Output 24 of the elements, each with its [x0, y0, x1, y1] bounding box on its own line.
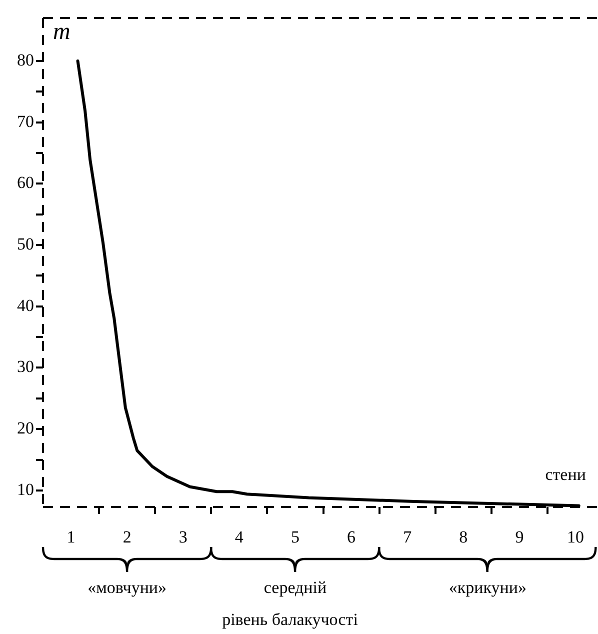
x-tick-label: 10 [567, 528, 584, 547]
y-tick-label: 10 [17, 480, 34, 499]
annotation: стени [545, 465, 586, 485]
y-tick-label: 20 [17, 418, 34, 438]
y-tick-label: 80 [17, 50, 34, 70]
x-tick-label: 2 [122, 528, 132, 547]
x-tick-label: 1 [66, 528, 76, 547]
x-tick-label: 3 [178, 528, 188, 547]
x-axis-title: рівень балакучості [222, 610, 358, 630]
x-tick-label: 8 [459, 528, 468, 547]
y-tick-label: 60 [17, 173, 34, 192]
y-tick-label: 50 [17, 234, 34, 254]
x-tick-label: 9 [515, 528, 524, 547]
text: «мовчуни» [88, 578, 167, 598]
x-tick-label: 7 [403, 528, 412, 547]
x-tick-label: 5 [290, 528, 300, 547]
x-tick-label: 4 [234, 528, 244, 547]
y-axis-title: m [53, 19, 70, 45]
y-tick-label: 40 [17, 296, 34, 315]
y-tick-label: 70 [17, 112, 34, 131]
text: середній [264, 578, 327, 598]
x-tick-label: 6 [347, 528, 356, 547]
text: «крикуни» [448, 578, 526, 598]
y-tick-label: 30 [17, 357, 34, 376]
